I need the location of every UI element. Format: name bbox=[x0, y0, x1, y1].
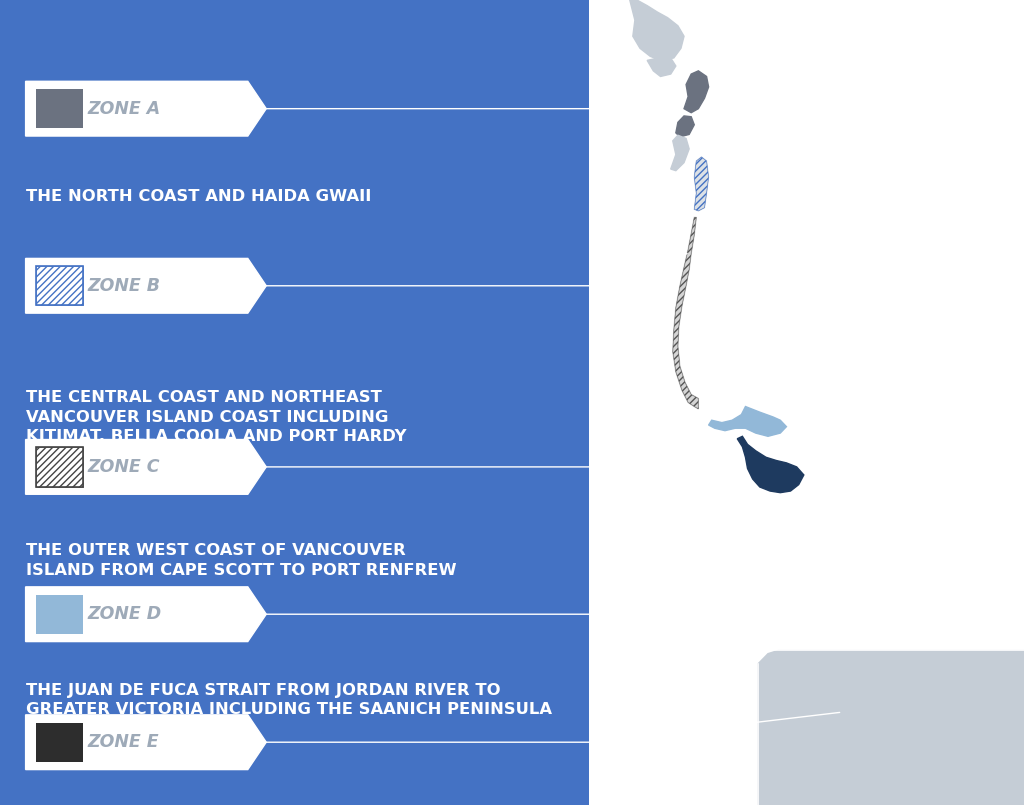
Text: ZONE A: ZONE A bbox=[87, 100, 161, 118]
Polygon shape bbox=[26, 81, 266, 136]
Polygon shape bbox=[694, 157, 709, 211]
Polygon shape bbox=[630, 0, 684, 60]
Polygon shape bbox=[675, 213, 742, 419]
Polygon shape bbox=[673, 217, 698, 409]
Polygon shape bbox=[684, 71, 709, 113]
Bar bbox=[36, 266, 84, 305]
Bar bbox=[36, 448, 84, 486]
Polygon shape bbox=[26, 440, 266, 494]
Bar bbox=[589, 0, 1024, 805]
Bar bbox=[36, 595, 84, 634]
Text: THE CENTRAL COAST AND NORTHEAST
VANCOUVER ISLAND COAST INCLUDING
KITIMAT, BELLA : THE CENTRAL COAST AND NORTHEAST VANCOUVE… bbox=[26, 390, 407, 444]
Text: THE NORTH COAST AND HAIDA GWAII: THE NORTH COAST AND HAIDA GWAII bbox=[26, 189, 371, 204]
Bar bbox=[36, 723, 84, 762]
Text: ZONE E: ZONE E bbox=[87, 733, 159, 751]
Text: ZONE C: ZONE C bbox=[87, 458, 160, 476]
Text: ZONE B: ZONE B bbox=[87, 277, 160, 295]
Polygon shape bbox=[758, 650, 1024, 805]
Polygon shape bbox=[26, 587, 266, 642]
Bar bbox=[36, 89, 84, 128]
Polygon shape bbox=[676, 116, 694, 137]
Bar bbox=[36, 266, 84, 305]
Polygon shape bbox=[26, 258, 266, 313]
Text: ZONE D: ZONE D bbox=[87, 605, 161, 623]
Polygon shape bbox=[709, 407, 786, 436]
Bar bbox=[36, 448, 84, 486]
Polygon shape bbox=[26, 715, 266, 770]
Polygon shape bbox=[737, 436, 804, 493]
Polygon shape bbox=[671, 135, 689, 171]
Polygon shape bbox=[647, 58, 676, 76]
Text: THE OUTER WEST COAST OF VANCOUVER
ISLAND FROM CAPE SCOTT TO PORT RENFREW: THE OUTER WEST COAST OF VANCOUVER ISLAND… bbox=[26, 543, 457, 577]
Text: THE JUAN DE FUCA STRAIT FROM JORDAN RIVER TO
GREATER VICTORIA INCLUDING THE SAAN: THE JUAN DE FUCA STRAIT FROM JORDAN RIVE… bbox=[26, 683, 552, 716]
